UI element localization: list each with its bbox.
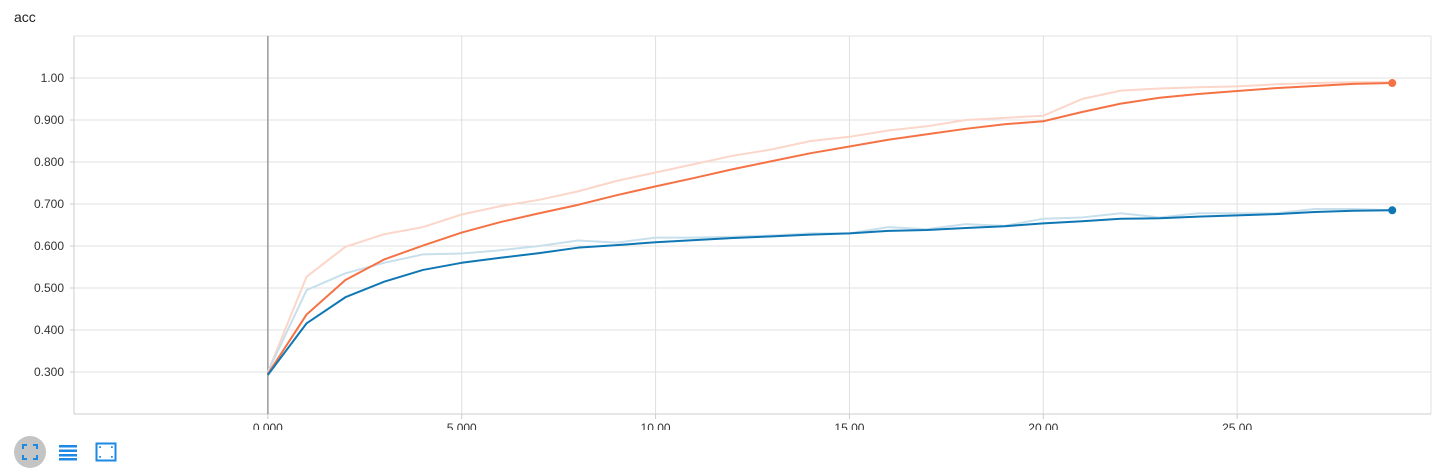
y-tick-label: 0.600: [34, 239, 64, 253]
y-tick-label: 0.500: [34, 281, 64, 295]
toggle-log-scale-button[interactable]: [52, 436, 84, 468]
series-raw-line: [266, 81, 1393, 373]
y-tick-label: 0.800: [34, 155, 64, 169]
chart-toolbar: [14, 436, 122, 468]
x-tick-label: 15.00: [834, 421, 864, 430]
x-tick-label: 25.00: [1222, 421, 1252, 430]
y-tick-label: 0.400: [34, 323, 64, 337]
series-layer: [266, 79, 1397, 376]
label-layer: 0.300 0.400 0.500 0.600 0.700 0.800 0.900 1.00 0…: [34, 71, 1253, 430]
toggle-expand-button[interactable]: [14, 436, 46, 468]
series-smoothed-line: [267, 209, 1393, 376]
fullscreen-icon: [22, 444, 38, 460]
series-end-point: [1388, 206, 1397, 215]
line-chart[interactable]: 0.300 0.400 0.500 0.600 0.700 0.800 0.900 1.00 0…: [0, 0, 1443, 430]
y-tick-label: 0.700: [34, 197, 64, 211]
series-smoothed-line: [267, 82, 1393, 375]
x-tick-label: 20.00: [1028, 421, 1058, 430]
series-end-point: [1388, 79, 1397, 88]
x-tick-label: 10.00: [641, 421, 671, 430]
y-tick-label: 0.300: [34, 365, 64, 379]
axis-layer: [70, 36, 1431, 419]
chart-title: acc: [14, 9, 36, 25]
fit-domain-button[interactable]: [90, 436, 122, 468]
fit-domain-icon: [95, 442, 117, 462]
list-lines-icon: [59, 445, 77, 461]
grid-layer: [74, 35, 1432, 414]
y-tick-label: 0.900: [34, 113, 64, 127]
y-tick-label: 1.00: [41, 71, 65, 85]
x-tick-label: 5.000: [447, 421, 477, 430]
x-tick-label: 0.000: [253, 421, 283, 430]
